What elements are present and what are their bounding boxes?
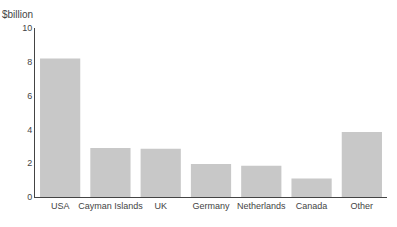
svg-text:USA: USA	[51, 201, 70, 211]
svg-text:Germany: Germany	[192, 201, 230, 211]
svg-text:Other: Other	[351, 201, 374, 211]
svg-text:6: 6	[27, 91, 32, 101]
svg-text:Netherlands: Netherlands	[237, 201, 286, 211]
svg-text:4: 4	[27, 125, 32, 135]
svg-text:8: 8	[27, 57, 32, 67]
svg-text:10: 10	[22, 23, 32, 33]
svg-text:Canada: Canada	[296, 201, 328, 211]
svg-text:UK: UK	[154, 201, 167, 211]
svg-text:2: 2	[27, 158, 32, 168]
svg-text:0: 0	[27, 192, 32, 202]
svg-text:$billion: $billion	[2, 9, 33, 20]
svg-text:Cayman Islands: Cayman Islands	[78, 201, 143, 211]
